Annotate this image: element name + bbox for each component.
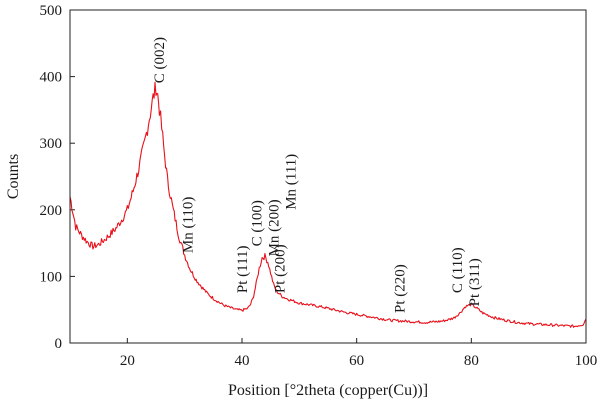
y-tick-label: 100 [40,269,63,285]
y-tick-label: 200 [40,203,63,219]
y-tick-label: 0 [55,336,63,352]
peak-annotation: C (002) [152,37,168,83]
peak-annotation: Pt (311) [467,258,483,306]
y-axis-title: Counts [5,154,22,199]
peak-annotation: Mn (111) [284,154,300,210]
x-tick-label: 60 [349,353,364,369]
peak-annotation: Pt (111) [235,245,251,293]
x-tick-label: 20 [120,353,135,369]
plot-frame [69,9,587,344]
annotations-layer: C (002)Mn (110)Pt (111)C (100) Mn (200)Pt… [152,37,483,313]
x-tick-label: 100 [575,353,598,369]
x-tick-label: 80 [464,353,479,369]
peak-annotation: Pt (200) [272,244,288,293]
x-axis-title: Position [°2theta (copper(Cu))] [228,382,428,399]
x-tick-label: 40 [235,353,250,369]
peak-annotation: C (110) [450,247,466,293]
y-tick-label: 300 [40,136,63,152]
y-tick-label: 400 [40,70,63,86]
xrd-series-line [69,81,587,328]
ticks-layer: 20 40 60 80 100 0 100 200 300 400 500 [40,3,598,369]
peak-annotation: Mn (110) [181,197,197,254]
series-layer [69,81,587,328]
peak-annotation: Mn (200) [267,199,283,256]
y-tick-label: 500 [40,3,63,19]
peak-annotation: C (100) [249,200,265,246]
peak-annotation: Pt (220) [393,264,409,313]
